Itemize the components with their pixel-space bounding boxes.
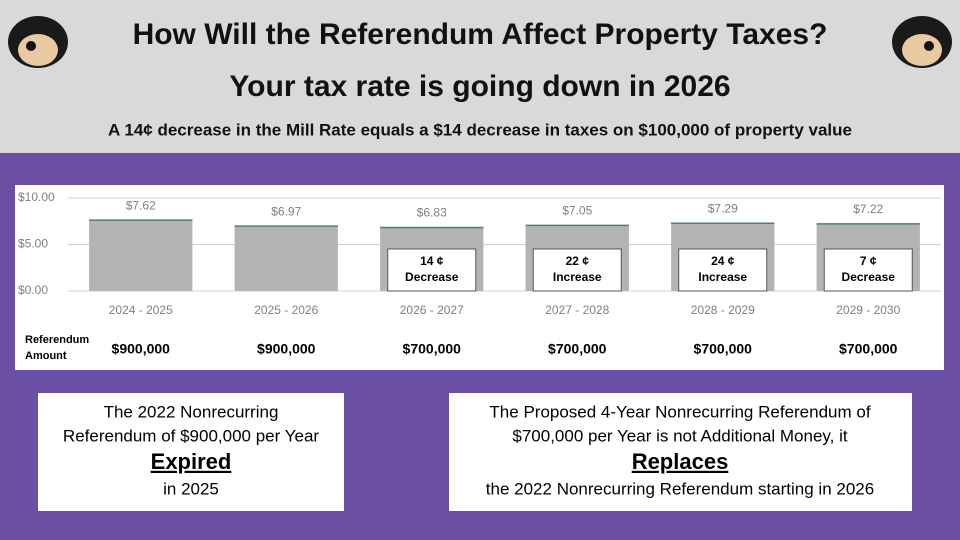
value-label: $7.62 — [126, 198, 156, 212]
value-label: $6.83 — [417, 206, 447, 220]
mascot-right — [892, 16, 952, 68]
y-tick-label: $10.00 — [18, 190, 55, 204]
y-tick-label: $0.00 — [18, 283, 48, 297]
x-tick-label: 2024 - 2025 — [109, 303, 173, 317]
y-tick-label: $5.00 — [18, 237, 48, 251]
annotation-direction: Decrease — [842, 270, 896, 284]
box-closing: in 2025 — [163, 479, 219, 498]
value-label: $7.22 — [853, 202, 883, 216]
mascot-left — [8, 16, 68, 68]
box-emphasis: Replaces — [632, 449, 729, 474]
box-emphasis: Expired — [151, 449, 232, 474]
info-box — [449, 393, 912, 511]
box-line: Referendum of $900,000 per Year — [63, 426, 319, 445]
referendum-amount: $700,000 — [694, 341, 753, 357]
x-tick-label: 2027 - 2028 — [545, 303, 609, 317]
annotation-box — [532, 248, 622, 292]
annotation-box — [387, 248, 477, 292]
annotation-box — [823, 248, 913, 292]
header-band — [0, 0, 960, 153]
referendum-amount: $700,000 — [548, 341, 607, 357]
box-line: The Proposed 4-Year Nonrecurring Referen… — [489, 402, 870, 421]
annotation-amount: 14 ¢ — [420, 254, 444, 268]
box-line: The 2022 Nonrecurring — [104, 402, 279, 421]
x-tick-label: 2029 - 2030 — [836, 303, 900, 317]
annotation-direction: Decrease — [405, 270, 459, 284]
bar — [89, 220, 193, 291]
annotation-amount: 24 ¢ — [711, 254, 735, 268]
subtitle: Your tax rate is going down in 2026 — [229, 70, 730, 103]
annotation-direction: Increase — [553, 270, 602, 284]
info-box — [38, 393, 344, 511]
note: A 14¢ decrease in the Mill Rate equals a… — [108, 120, 852, 139]
value-label: $6.97 — [271, 204, 301, 218]
annotation-amount: 22 ¢ — [566, 254, 590, 268]
annotation-box — [678, 248, 768, 292]
box-closing: the 2022 Nonrecurring Referendum startin… — [486, 479, 874, 498]
value-label: $7.29 — [708, 201, 738, 215]
referendum-amount: $900,000 — [112, 341, 171, 357]
referendum-amount: $700,000 — [403, 341, 462, 357]
x-tick-label: 2025 - 2026 — [254, 303, 318, 317]
referendum-amount: $700,000 — [839, 341, 898, 357]
annotation-direction: Increase — [698, 270, 747, 284]
annotation-amount: 7 ¢ — [860, 254, 877, 268]
x-tick-label: 2026 - 2027 — [400, 303, 464, 317]
referendum-label: Amount — [25, 350, 67, 362]
value-label: $7.05 — [562, 204, 592, 218]
x-tick-label: 2028 - 2029 — [691, 303, 755, 317]
referendum-label: Referendum — [25, 334, 89, 346]
title: How Will the Referendum Affect Property … — [133, 18, 828, 51]
referendum-amount: $900,000 — [257, 341, 316, 357]
box-line: $700,000 per Year is not Additional Mone… — [512, 426, 847, 445]
bar — [234, 226, 338, 291]
